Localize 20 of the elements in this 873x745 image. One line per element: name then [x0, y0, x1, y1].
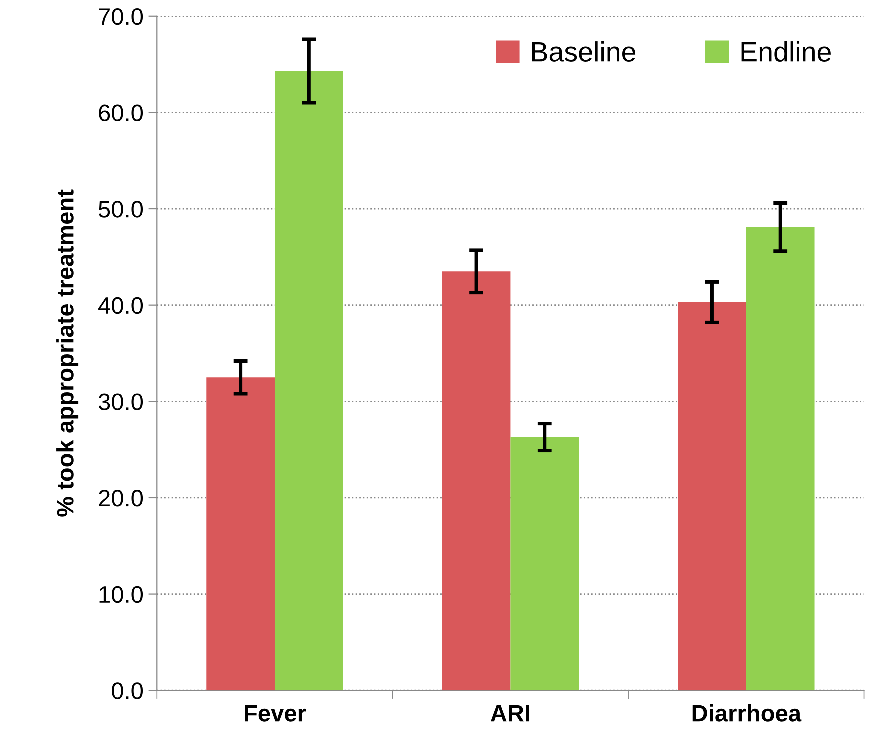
bar	[442, 272, 511, 691]
y-tick-label: 20.0	[99, 490, 144, 507]
y-tick-label: 0.0	[112, 682, 144, 700]
y-tick-label: 30.0	[98, 394, 144, 410]
x-tick-label: Fever	[245, 705, 306, 722]
x-tick-label: ARI	[490, 705, 530, 722]
bar	[746, 227, 815, 691]
bar	[678, 302, 746, 691]
y-tick-label: 50.0	[98, 201, 144, 218]
x-tick-label: Diarrhoea	[692, 704, 802, 722]
y-tick-label: 70.0	[99, 8, 144, 26]
y-tick-label: 40.0	[98, 297, 144, 314]
y-tick-label: 10.0	[100, 586, 144, 604]
bar	[206, 378, 275, 691]
bar	[510, 437, 580, 691]
y-axis-title: % took appropriate treatment	[56, 190, 79, 517]
legend-label: Endline	[742, 42, 831, 62]
bar	[274, 71, 344, 691]
y-tick-label: 60.0	[99, 104, 144, 122]
legend-label: Baseline	[532, 42, 636, 62]
